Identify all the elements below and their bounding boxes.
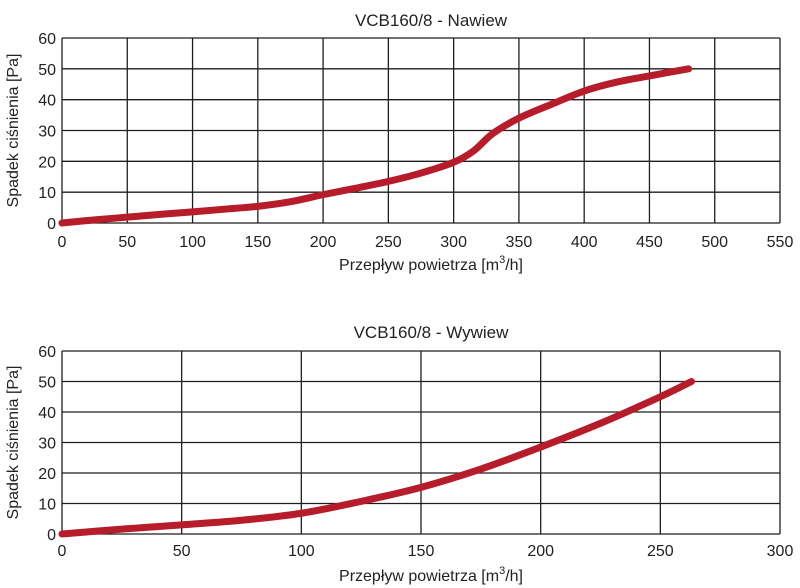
y-tick-label: 50	[38, 375, 56, 392]
x-axis-label-text: Przepływ powietrza [m	[339, 568, 499, 585]
y-axis-label: Spadek ciśnienia [Pa]	[5, 366, 22, 520]
x-tick-label: 300	[767, 543, 794, 560]
y-tick-label: 10	[38, 497, 56, 514]
x-tick-label: 50	[118, 234, 136, 251]
x-tick-label: 350	[506, 234, 533, 251]
y-tick-label: 30	[38, 436, 56, 453]
x-axis-label-text: Przepływ powietrza [m	[339, 257, 499, 274]
x-axis-label: Przepływ powietrza [m3/h]	[339, 565, 523, 585]
chart-2: VCB160/8 - Wywiew 0 50 100 150 200 250 300 0 10 20…	[5, 323, 793, 585]
x-tick-label: 0	[58, 234, 67, 251]
x-axis-label-superscript: 3	[499, 565, 505, 577]
y-axis-label: Spadek ciśnienia [Pa]	[5, 54, 22, 208]
x-tick-label: 450	[636, 234, 663, 251]
y-tick-label: 60	[38, 31, 56, 48]
x-tick-label: 150	[408, 543, 435, 560]
x-tick-label: 550	[767, 234, 794, 251]
series-line-nawiew	[58, 65, 693, 227]
x-tick-label: 500	[701, 234, 728, 251]
y-tick-label: 40	[38, 405, 56, 422]
y-tick-label: 40	[38, 93, 56, 110]
x-axis-label-superscript: 3	[499, 254, 505, 266]
y-tick-label: 50	[38, 62, 56, 79]
y-tick-label: 0	[47, 216, 56, 233]
chart-title: VCB160/8 - Wywiew	[354, 323, 510, 342]
x-tick-label: 100	[288, 543, 315, 560]
x-tick-label: 0	[58, 543, 67, 560]
y-tick-label: 30	[38, 124, 56, 141]
x-tick-label: 200	[527, 543, 554, 560]
series-line-wywiew	[58, 378, 695, 538]
x-tick-label: 250	[375, 234, 402, 251]
y-tick-label: 20	[38, 466, 56, 483]
x-axis-label: Przepływ powietrza [m3/h]	[339, 254, 523, 274]
x-tick-label: 400	[571, 234, 598, 251]
x-tick-label: 150	[244, 234, 271, 251]
x-tick-label: 50	[173, 543, 191, 560]
y-tick-label: 10	[38, 185, 56, 202]
x-axis-label-unit: /h]	[505, 257, 523, 274]
x-tick-label: 200	[310, 234, 337, 251]
y-tick-label: 20	[38, 154, 56, 171]
x-tick-label: 300	[440, 234, 467, 251]
y-tick-label: 60	[38, 344, 56, 361]
x-axis-label-unit: /h]	[505, 568, 523, 585]
x-tick-label: 250	[647, 543, 674, 560]
chart-title: VCB160/8 - Nawiew	[355, 11, 508, 30]
x-tick-label: 100	[179, 234, 206, 251]
y-tick-label: 0	[47, 527, 56, 544]
